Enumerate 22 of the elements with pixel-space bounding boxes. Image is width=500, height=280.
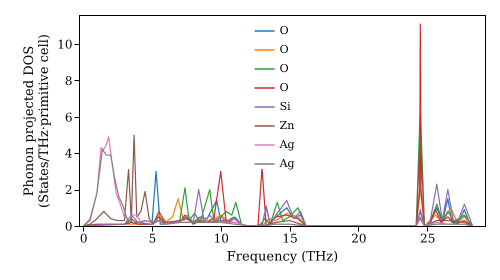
legend-label: O <box>280 24 289 37</box>
legend-label: Zn <box>280 119 294 132</box>
x-tick-label: 25 <box>420 232 436 246</box>
y-tick-label: 0 <box>64 220 72 234</box>
x-tick-label: 15 <box>282 232 298 246</box>
legend-label: Ag <box>278 157 295 170</box>
legend-label: Ag <box>278 138 295 151</box>
x-tick-label: 5 <box>148 232 156 246</box>
legend-label: O <box>280 43 289 56</box>
x-axis-title: Frequency (THz) <box>226 250 338 264</box>
y-tick-label: 8 <box>64 74 72 88</box>
x-tick-label: 0 <box>80 232 88 246</box>
y-tick-label: 4 <box>64 146 73 161</box>
x-tick-label: 20 <box>351 232 367 246</box>
legend-label: O <box>280 81 289 94</box>
x-tick-label: 10 <box>214 232 229 246</box>
y-tick-label: 2 <box>64 183 72 198</box>
y-tick-label: 6 <box>64 110 72 124</box>
legend-label: Si <box>280 100 292 113</box>
y-axis-title: Phonon projected DOS (States/THz·primitive cell) <box>22 34 52 208</box>
y-tick-label: 10 <box>57 38 72 52</box>
legend-label: O <box>280 62 289 75</box>
